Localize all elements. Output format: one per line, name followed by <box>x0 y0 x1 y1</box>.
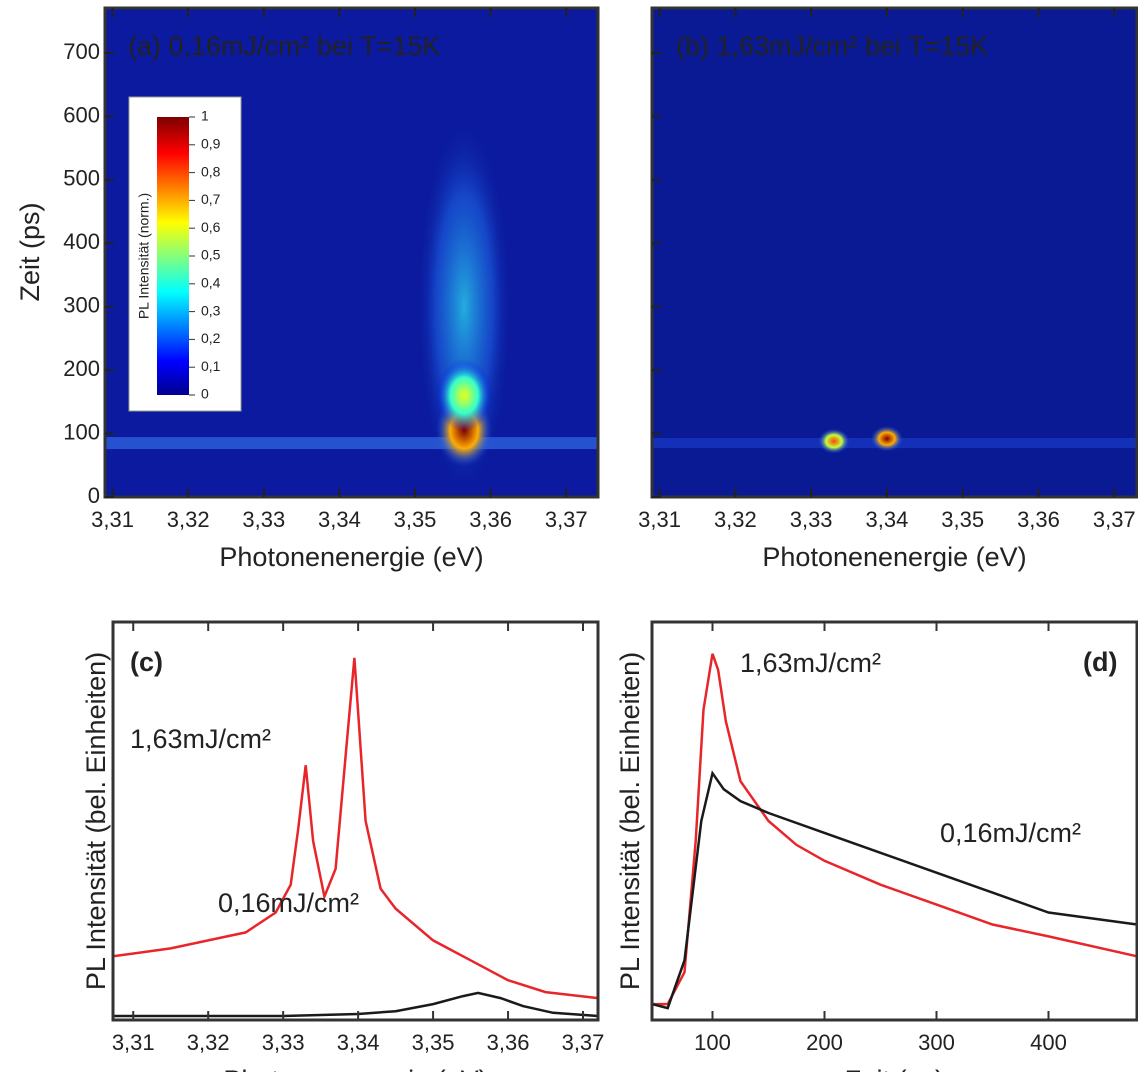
x-tick-label: 3,37 <box>562 1030 605 1055</box>
x-tick-label: 200 <box>806 1030 843 1055</box>
y-tick-label: 0 <box>88 483 100 508</box>
series-label: 1,63mJ/cm² <box>740 648 881 678</box>
x-tick-label: 3,34 <box>318 507 361 532</box>
x-tick-label: 3,37 <box>545 507 588 532</box>
x-tick-label: 3,36 <box>1017 507 1060 532</box>
y-tick-label: 100 <box>63 419 100 444</box>
y-axis-label: Zeit (ps) <box>15 202 45 301</box>
x-axis-label: Photonenenergie (eV) <box>219 542 483 572</box>
x-tick-label: 3,33 <box>242 507 285 532</box>
x-tick-label: 3,34 <box>866 507 909 532</box>
colorbar-tick-label: 0,2 <box>201 330 221 346</box>
colorbar-label: PL Intensität (norm.) <box>136 193 152 319</box>
colorbar-tick-label: 0 <box>201 386 209 402</box>
panel: 1,63mJ/cm² 0,16mJ/cm² 100 200 300 400 (d) Zeit … <box>615 620 1138 1072</box>
series-line <box>112 657 599 1000</box>
x-tick-label: 3,31 <box>638 507 681 532</box>
plot-frame <box>650 6 1138 499</box>
plot-frame <box>103 6 600 499</box>
colorbar-tick-label: 0,9 <box>201 136 221 152</box>
x-axis-label: Photonenenergie (eV) <box>762 542 1026 572</box>
y-tick-label: 400 <box>63 229 100 254</box>
intensity-spot <box>817 428 850 454</box>
series-line <box>113 991 599 1018</box>
colorbar-tick-label: 0,6 <box>201 219 221 235</box>
x-tick-label: 3,32 <box>167 507 210 532</box>
series-line <box>651 770 1138 1010</box>
laser-band <box>105 437 598 450</box>
series-label: 0,16mJ/cm² <box>218 888 359 918</box>
plot-frame <box>650 620 1138 1022</box>
x-tick-label: 3,35 <box>941 507 984 532</box>
panel-title: (c) <box>130 647 163 677</box>
colorbar-tick-label: 0,5 <box>201 247 221 263</box>
colorbar-tick-label: 0,4 <box>201 275 221 291</box>
panel-title: (a) 0,16mJ/cm² bei T=15K <box>128 31 440 61</box>
intensity-spot <box>870 425 903 452</box>
colorbar-tick-label: 0,3 <box>201 302 221 318</box>
x-tick-label: 3,35 <box>412 1030 455 1055</box>
series-label: 1,63mJ/cm² <box>130 724 271 754</box>
x-tick-label: 400 <box>1030 1030 1067 1055</box>
panel: 0 0,1 0,2 0,3 0,4 0,5 0,6 0,7 0,8 0,9 1 PL Intensit… <box>15 6 600 572</box>
y-axis-label: PL Intensität (bel. Einheiten) <box>615 652 645 990</box>
x-tick-label: 3,31 <box>91 507 134 532</box>
x-tick-label: 3,34 <box>337 1030 380 1055</box>
plot-frame <box>111 620 600 1022</box>
colorbar-tick-label: 1 <box>201 108 209 124</box>
panel: 3,31 3,32 3,33 3,34 3,35 3,36 3,37 (b) 1,63mJ/c… <box>638 6 1138 572</box>
series-label: 0,16mJ/cm² <box>940 818 1081 848</box>
x-tick-label: 3,33 <box>262 1030 305 1055</box>
colorbar-tick-label: 0,8 <box>201 163 221 179</box>
y-tick-label: 300 <box>63 293 100 318</box>
y-axis-label: PL Intensität (bel. Einheiten) <box>81 652 111 990</box>
x-tick-label: 300 <box>918 1030 955 1055</box>
x-axis-label: Photonenenergie (eV) <box>223 1065 487 1072</box>
y-tick-label: 600 <box>63 102 100 127</box>
panel-title: (b) 1,63mJ/cm² bei T=15K <box>676 31 988 61</box>
x-axis-label: Zeit (ps) <box>845 1065 944 1072</box>
y-tick-label: 500 <box>63 166 100 191</box>
colorbar-tick-label: 0,7 <box>201 191 221 207</box>
x-tick-label: 3,36 <box>487 1030 530 1055</box>
plot-background <box>652 622 1137 1020</box>
intensity-spot <box>436 359 493 432</box>
x-tick-label: 3,36 <box>469 507 512 532</box>
x-tick-label: 3,31 <box>112 1030 155 1055</box>
x-tick-label: 3,33 <box>790 507 833 532</box>
x-tick-label: 100 <box>694 1030 731 1055</box>
x-tick-label: 3,32 <box>714 507 757 532</box>
x-tick-label: 3,32 <box>187 1030 230 1055</box>
colorbar-tick-label: 0,1 <box>201 358 221 374</box>
colorbar <box>157 117 189 395</box>
y-tick-label: 700 <box>63 39 100 64</box>
x-tick-label: 3,35 <box>394 507 437 532</box>
plot-background <box>652 8 1137 497</box>
panel-title: (d) <box>1083 647 1117 677</box>
x-tick-label: 3,37 <box>1093 507 1136 532</box>
series-line <box>652 653 1138 1006</box>
panel: 1,63mJ/cm² 0,16mJ/cm² 3,31 3,32 3,33 3,34 3,35… <box>81 620 605 1072</box>
y-tick-label: 200 <box>63 356 100 381</box>
